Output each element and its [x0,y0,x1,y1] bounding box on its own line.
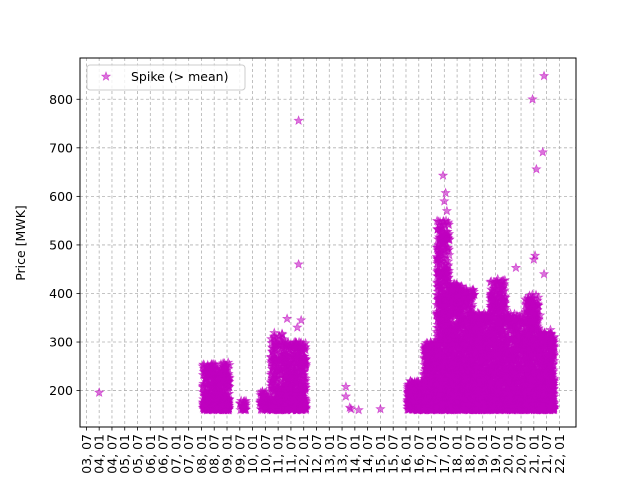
data-point [269,330,280,341]
data-point [284,354,296,365]
data-point [422,393,433,404]
data-point [423,369,434,380]
data-point [268,383,279,394]
data-point [280,389,292,400]
data-point [281,347,293,358]
data-point [298,339,309,350]
data-point [276,328,288,339]
data-point [202,392,214,403]
data-point [284,382,295,393]
data-point [300,397,311,408]
data-point [293,367,304,377]
data-point [213,374,224,384]
data-point [289,402,300,412]
data-point [419,375,430,386]
data-point [267,361,279,372]
data-point [420,344,431,355]
data-point [292,356,303,367]
data-point [266,378,278,389]
data-point [266,341,278,352]
data-point [235,404,246,415]
grid-lines [80,58,576,427]
data-point [215,388,226,399]
data-point [204,381,215,392]
data-point [269,373,280,384]
data-point [224,372,235,383]
data-point [419,404,430,414]
data-point [271,354,282,364]
data-point [291,379,302,390]
data-point [214,380,225,391]
data-point [214,367,225,378]
data-point [405,389,416,400]
data-point [422,353,433,364]
data-points [93,70,560,415]
data-point [267,401,278,412]
data-point [423,378,435,389]
data-point [280,365,292,376]
data-point [290,389,301,400]
data-point [273,387,284,398]
data-point [408,384,419,395]
data-point [289,342,301,353]
data-point [421,349,433,360]
data-point [294,373,305,384]
data-point [216,399,228,410]
data-point [257,391,269,402]
data-point [300,382,311,393]
data-point [223,380,234,391]
data-point [203,370,214,381]
data-point [405,403,416,414]
